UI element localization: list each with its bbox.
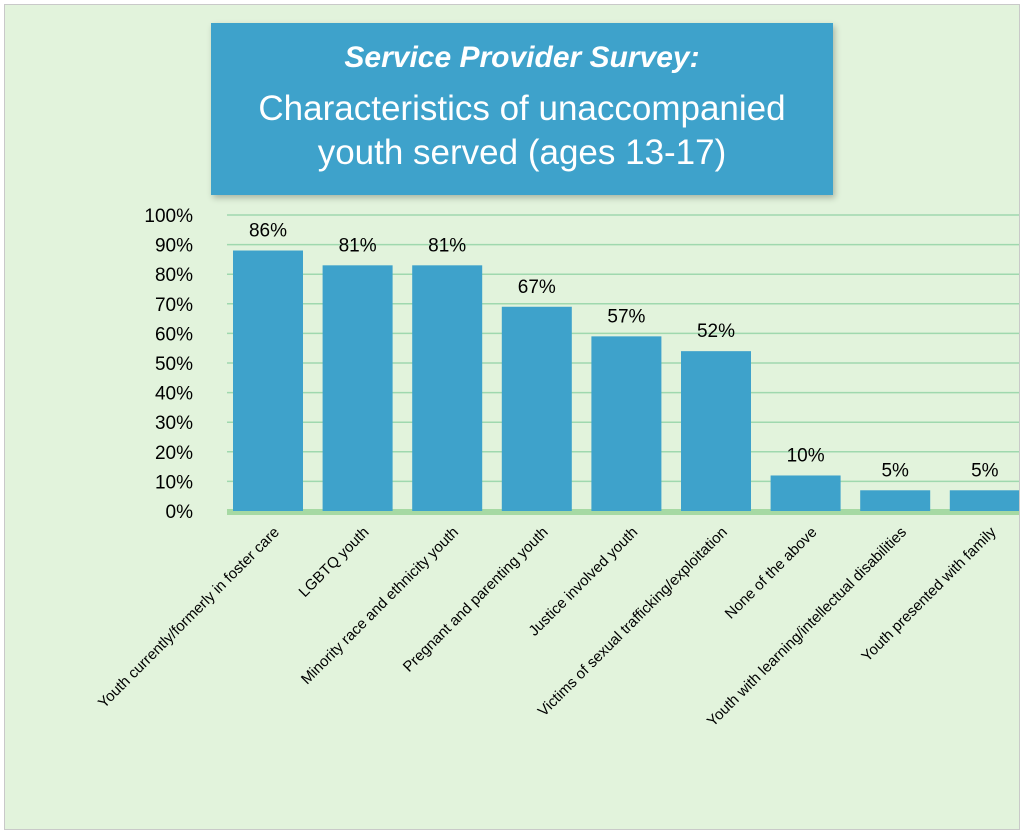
- bar: [322, 265, 393, 511]
- y-tick-label: 90%: [155, 236, 193, 257]
- bar-chart: 0% 10% 20% 30% 40% 50% 60% 70% 80% 90% 100% 86% 81%…: [95, 206, 1019, 730]
- category-label: Youth currently/formerly in foster care: [95, 524, 283, 712]
- chart-title: Service Provider Survey:: [344, 41, 700, 74]
- y-tick-label: 80%: [155, 265, 193, 286]
- data-label: 5%: [971, 460, 999, 481]
- data-label: 86%: [249, 221, 287, 242]
- category-label: None of the above: [722, 524, 821, 623]
- bar: [233, 250, 303, 511]
- y-tick-label: 40%: [155, 384, 193, 405]
- chart-subtitle: Characteristics of unaccompanied youth s…: [258, 89, 786, 172]
- bars: [233, 250, 1019, 511]
- data-label: 67%: [518, 277, 556, 298]
- bar: [860, 490, 931, 511]
- bar: [949, 490, 1019, 511]
- data-label: 81%: [339, 235, 377, 256]
- bar: [501, 306, 572, 511]
- chart-title-box: Service Provider Survey: Characteristics…: [211, 23, 833, 195]
- y-axis-ticks: 0% 10% 20% 30% 40% 50% 60% 70% 80% 90% 100%: [144, 206, 193, 523]
- y-tick-label: 70%: [155, 295, 193, 316]
- category-label: Youth with learning/intellectual disabil…: [704, 524, 910, 730]
- data-label: 57%: [607, 306, 645, 327]
- category-label: Victims of sexual trafficking/exploitati…: [535, 524, 731, 720]
- y-tick-label: 20%: [155, 443, 193, 464]
- y-tick-label: 50%: [155, 354, 193, 375]
- data-label: 81%: [428, 235, 466, 256]
- bar: [591, 336, 662, 511]
- category-label: Pregnant and parenting youth: [400, 524, 552, 676]
- category-label: Minority race and ethnicity youth: [298, 524, 462, 688]
- bar: [770, 475, 841, 511]
- data-label: 52%: [697, 321, 735, 342]
- data-label: 5%: [881, 460, 909, 481]
- chart-frame: Service Provider Survey: Characteristics…: [4, 4, 1020, 830]
- y-tick-label: 30%: [155, 413, 193, 434]
- y-tick-label: 10%: [155, 472, 193, 493]
- y-tick-label: 60%: [155, 324, 193, 345]
- bar: [681, 351, 751, 511]
- x-axis-baseline: [227, 509, 1019, 515]
- bar: [412, 265, 483, 511]
- category-labels: Youth currently/formerly in foster care L…: [95, 523, 1000, 730]
- data-label: 10%: [787, 445, 825, 466]
- y-tick-label: 100%: [144, 206, 193, 227]
- data-labels: 86% 81% 81% 67% 57% 52% 10% 5% 5%: [249, 221, 999, 482]
- category-label: LGBTQ youth: [296, 524, 373, 601]
- y-tick-label: 0%: [166, 502, 194, 523]
